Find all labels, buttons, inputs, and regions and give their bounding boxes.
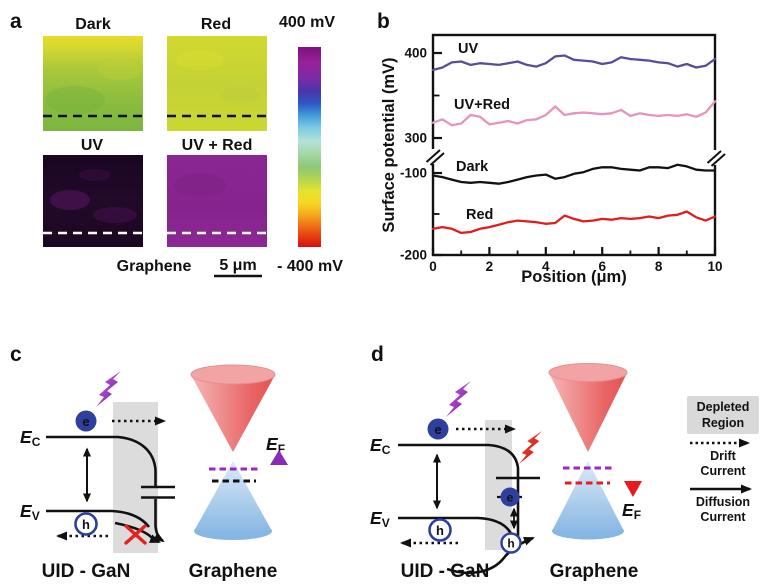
hole-symbol-c: h — [74, 512, 98, 536]
y-tick-label: -100 — [400, 166, 427, 181]
dirac-cone-c — [190, 364, 276, 540]
capacitor-symbol — [141, 485, 175, 499]
colorbar-max-label: 400 mV — [279, 14, 335, 31]
figure-legend: Depleted Region Drift Current Diffusion … — [687, 396, 759, 524]
graphene-label-d: Graphene — [550, 561, 639, 582]
fermi-down-arrow-icon — [624, 460, 642, 497]
panel-a-label: a — [10, 10, 22, 33]
x-tick-label: 2 — [486, 259, 494, 274]
y-tick-label: 300 — [404, 131, 427, 146]
transferred-hole-symbol: h — [500, 532, 522, 554]
hole-diffusion-arrow — [446, 536, 535, 575]
svg-text:e: e — [82, 414, 89, 429]
legend-depleted-line1: Depleted — [697, 400, 750, 414]
surface-potential-map-uv — [43, 155, 143, 247]
uv-photon-bolt-icon — [96, 371, 121, 407]
hole-symbol-d: h — [428, 518, 452, 542]
curve-label-uv-red: UV+Red — [454, 97, 510, 113]
material-label-c: UID - GaN — [42, 561, 131, 582]
fermi-up-arrow-icon — [270, 450, 288, 488]
band-bend-arrow-c — [152, 499, 165, 543]
svg-text:h: h — [507, 537, 514, 551]
conduction-band-label-c: EC — [20, 427, 41, 449]
conduction-band-label-d: EC — [370, 435, 391, 457]
legend-drift-line1: Drift — [710, 449, 737, 463]
svg-text:h: h — [436, 523, 444, 538]
graphene-label-c: Graphene — [189, 561, 278, 582]
surface-potential-map-red — [167, 36, 267, 131]
svg-text:e: e — [434, 422, 441, 437]
legend-diffusion-line2: Current — [700, 510, 746, 524]
panel-b-label: b — [377, 10, 390, 33]
map-title-dark: Dark — [75, 16, 111, 33]
series-line-UV — [431, 54, 717, 72]
curve-label-uv: UV — [458, 41, 478, 57]
fermi-label-d: EF — [622, 500, 641, 522]
conduction-band-line-c — [46, 435, 157, 486]
x-tick-label: 10 — [707, 259, 722, 274]
valence-band-label-c: EV — [20, 501, 40, 523]
x-tick-label: 4 — [542, 259, 550, 274]
y-axis-break-right — [706, 150, 726, 167]
plot-dynamic-content: 0 2 4 6 8 10 400 300 -100 -200 — [400, 46, 723, 275]
svg-text:e: e — [507, 491, 514, 505]
map-title-uv: UV — [81, 137, 104, 154]
conduction-band-line-d — [398, 443, 520, 537]
trapped-electron-symbol: e — [500, 487, 520, 507]
scalebar-label: 5 μm — [219, 257, 256, 274]
colorbar — [298, 47, 321, 247]
x-tick-label: 8 — [655, 259, 663, 274]
x-axis-title: Position (μm) — [521, 268, 626, 286]
series-line-UV+Red — [431, 100, 717, 127]
map-title-red: Red — [201, 16, 231, 33]
panel-d-label: d — [371, 343, 384, 366]
panel-d: d e e h h — [370, 343, 642, 582]
svg-text:h: h — [82, 517, 90, 532]
x-tick-label: 6 — [598, 259, 606, 274]
depleted-region-c — [113, 402, 158, 553]
depleted-region-swatch — [687, 396, 759, 434]
surface-potential-map-uv-red — [167, 155, 267, 247]
y-axis-break-left — [425, 149, 445, 166]
panel-b-chart: b 0 2 4 6 8 10 400 300 -100 -200 Position (μm) Su… — [377, 10, 726, 286]
dirac-cone-d — [548, 363, 628, 540]
curve-label-red: Red — [466, 207, 493, 223]
substrate-label: Graphene — [117, 258, 192, 275]
colorbar-min-label: - 400 mV — [277, 258, 343, 275]
fermi-label-c: EF — [266, 434, 285, 456]
uv-photon-bolt-icon-d — [446, 381, 471, 417]
map-title-uv-red: UV + Red — [182, 137, 253, 154]
y-tick-label: -200 — [400, 248, 427, 263]
panel-c-label: c — [10, 343, 22, 366]
x-tick-label: 0 — [429, 259, 437, 274]
legend-drift-line2: Current — [700, 464, 746, 478]
blocked-cross-icon — [124, 524, 147, 545]
legend-diffusion-line1: Diffusion — [696, 495, 750, 509]
curve-label-dark: Dark — [456, 159, 489, 175]
series-line-Dark — [431, 163, 717, 185]
electron-symbol-c: e — [75, 410, 97, 432]
panel-c: c e h EC EV — [10, 343, 288, 582]
surface-potential-map-dark — [43, 36, 143, 131]
valence-band-line-c — [46, 509, 151, 528]
electron-symbol-d: e — [427, 418, 449, 440]
valence-band-label-d: EV — [370, 508, 390, 530]
material-label-d: UID - GaN — [401, 561, 490, 582]
y-tick-label: 400 — [404, 46, 427, 61]
series-line-Red — [431, 210, 717, 235]
y-axis-title: Surface potential (mV) — [380, 57, 398, 232]
red-photon-bolt-icon — [519, 431, 542, 465]
panel-a: a Dark Red UV UV + Red — [10, 10, 343, 278]
legend-depleted-line2: Region — [702, 416, 744, 430]
